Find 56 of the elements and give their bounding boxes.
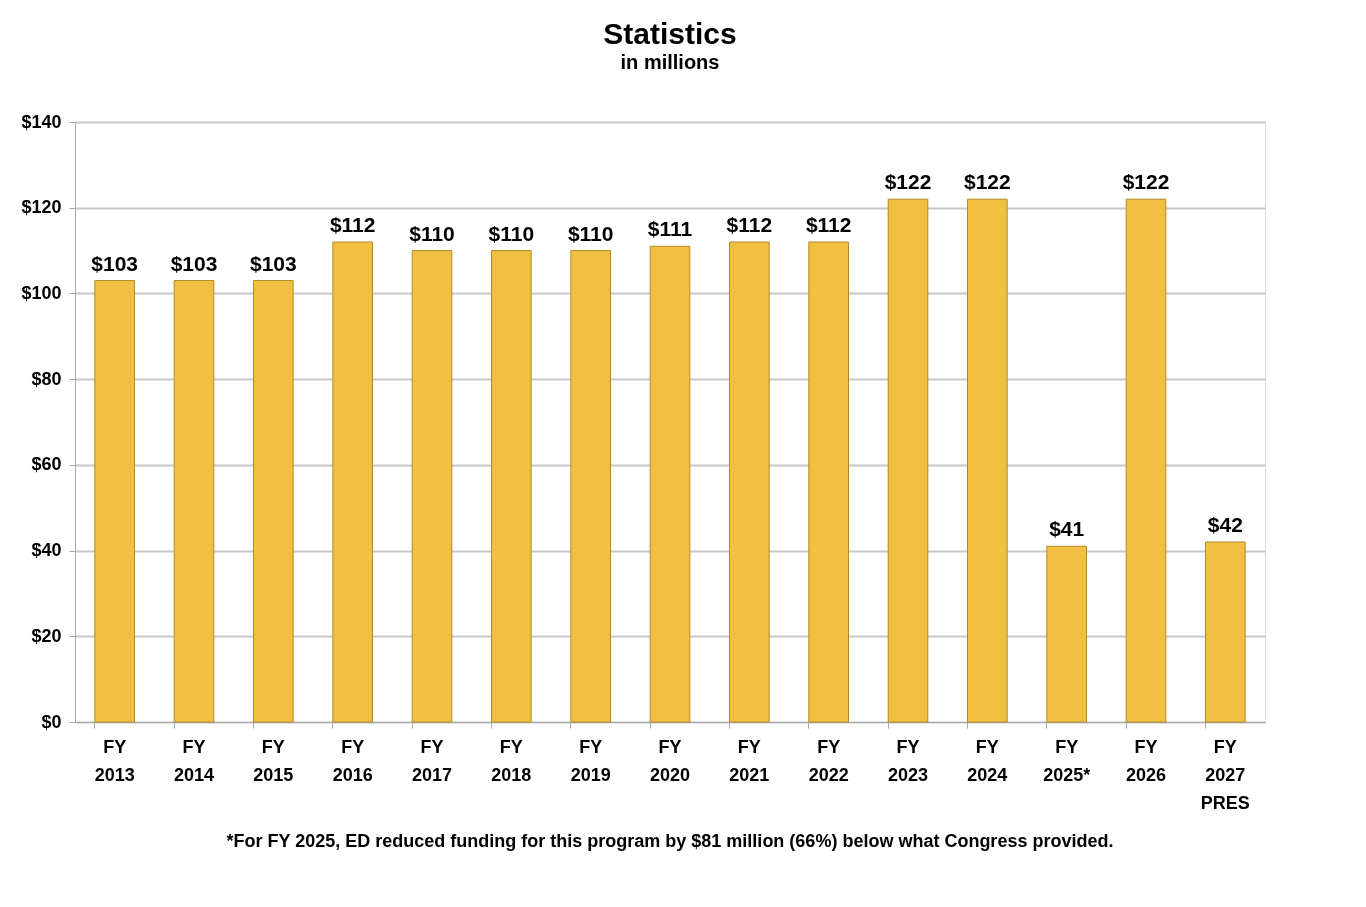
data-label: $111: [647, 217, 693, 241]
bar: [808, 241, 849, 723]
text: *For FY 2025, ED reduced funding for this program by $81 million (66%) below what Congress provided.: [226, 831, 1114, 851]
x-tick-label: FY 2015: [253, 736, 294, 785]
data-label: $122: [884, 170, 932, 194]
data-label: $122: [963, 170, 1011, 194]
chart-title: Statistics: [603, 17, 737, 50]
y-tick-label: $120: [21, 197, 62, 218]
bar: [253, 280, 294, 723]
data-label: $110: [567, 221, 614, 245]
bar: [491, 250, 532, 723]
bar: [94, 280, 135, 723]
data-label: $110: [409, 221, 455, 245]
y-tick-label: $40: [31, 540, 62, 561]
data-label: $103: [91, 251, 139, 275]
x-tick-label: FY 2026: [1125, 736, 1167, 785]
bar: [729, 241, 770, 723]
data-label: $112: [805, 213, 852, 236]
bar: [967, 198, 1008, 723]
data-label: $42: [1207, 513, 1243, 536]
bar: [411, 250, 453, 723]
x-tick-label: FY 2013: [94, 736, 135, 785]
data-label: $103: [249, 251, 297, 275]
x-tick-label: FY 2023: [887, 736, 929, 785]
chart-subtitle: in millions: [620, 51, 720, 73]
bar: [1125, 198, 1167, 723]
y-tick-label: $140: [21, 111, 62, 132]
bar: [649, 245, 691, 723]
bar: [570, 250, 611, 723]
bar: [1046, 545, 1087, 723]
x-tick-label: FY 2018: [491, 736, 532, 785]
data-label: $110: [488, 221, 535, 245]
x-tick-label: FY 2024: [967, 736, 1008, 785]
bar: [887, 198, 929, 723]
x-tick-label: FY 2022: [808, 736, 849, 785]
y-tick-label: $60: [31, 454, 62, 475]
y-tick-label: $0: [41, 711, 62, 732]
x-tick-label: FY 2014: [173, 736, 215, 785]
data-label: $103: [170, 251, 218, 275]
y-tick-label: $80: [31, 368, 62, 389]
y-tick-label: $20: [31, 625, 62, 646]
data-label: $112: [726, 213, 773, 236]
x-tick-label: FY 2020: [649, 736, 691, 785]
x-tick-label: FY 2025*: [1043, 736, 1091, 785]
x-tick-label: FY 2021: [729, 736, 770, 785]
y-tick-label: $100: [21, 282, 62, 303]
x-tick-label: FY 2019: [570, 736, 611, 785]
bar: [332, 241, 373, 723]
data-label: $112: [329, 213, 376, 236]
x-tick-label: FY 2017: [411, 736, 453, 785]
data-label: $41: [1049, 517, 1085, 541]
data-label: $122: [1122, 170, 1170, 194]
x-tick-label: FY 2027 PRES: [1200, 736, 1250, 813]
x-tick-label: FY 2016: [332, 736, 373, 785]
bar: [1205, 541, 1246, 723]
bar: [173, 280, 215, 723]
